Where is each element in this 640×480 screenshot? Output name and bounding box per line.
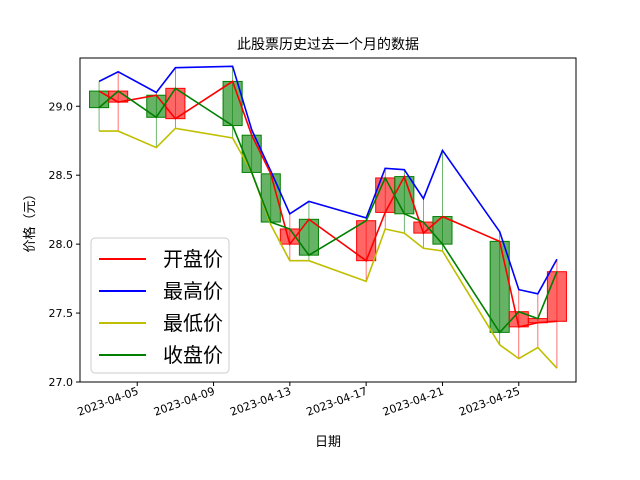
y-tick-label: 28.0: [49, 238, 74, 251]
candle-body: [356, 220, 377, 262]
legend-label: 最高价: [163, 279, 223, 303]
x-tick-label: 2023-04-13: [228, 385, 293, 419]
open-price-line: [98, 80, 557, 328]
legend-box: [90, 237, 230, 374]
plot-area: [89, 65, 567, 369]
candle-body: [89, 90, 110, 109]
candle-body: [375, 177, 396, 213]
y-tick-label: 27.0: [49, 376, 74, 389]
candle-body: [241, 134, 262, 173]
candle-body: [546, 271, 567, 322]
legend-label: 开盘价: [163, 247, 223, 271]
plot-frame: [79, 57, 577, 383]
close-price-line: [98, 87, 558, 334]
x-tick-label: 2023-04-21: [381, 385, 446, 419]
x-axis: 2023-04-05 2023-04-09 2023-04-13 2023-04-17…: [76, 382, 522, 419]
y-tick-label: 27.5: [49, 307, 74, 320]
x-tick-label: 2023-04-09: [152, 385, 217, 419]
y-tick-label: 28.5: [49, 169, 74, 182]
high-price-line: [98, 65, 558, 295]
y-axis: 27.0 27.5 28.0 28.5 29.0: [49, 100, 80, 389]
y-axis-title: 价格（元）: [22, 187, 38, 252]
x-axis-title: 日期: [315, 435, 341, 450]
x-tick-label: 2023-04-17: [305, 385, 370, 419]
candle-body: [489, 240, 510, 333]
y-tick-label: 29.0: [49, 100, 74, 113]
legend-label: 最低价: [163, 311, 223, 335]
x-tick-label: 2023-04-25: [457, 385, 522, 419]
low-price-line: [99, 127, 558, 369]
chart-title: 此股票历史过去一个月的数据: [237, 37, 419, 53]
legend-label: 收盘价: [163, 343, 223, 367]
candle-body: [432, 216, 453, 245]
x-tick-label: 2023-04-05: [76, 385, 141, 419]
